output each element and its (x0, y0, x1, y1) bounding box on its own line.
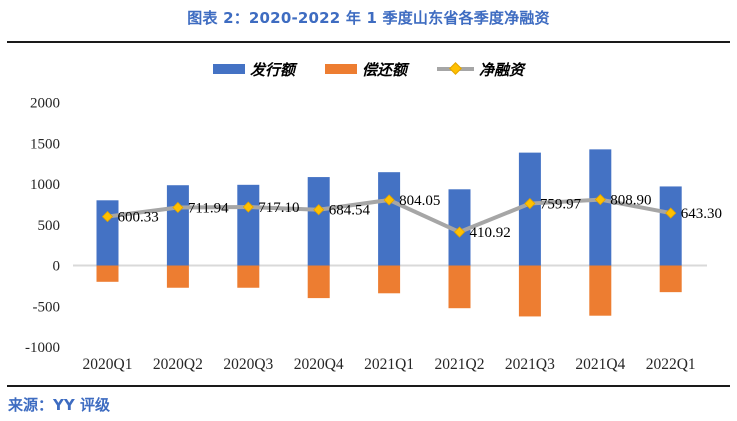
source-note: 来源：YY 评级 (8, 396, 110, 414)
net-marker-2021Q4 (594, 194, 606, 206)
legend-label-net: 净融资 (479, 60, 525, 79)
bar-repayment-2021Q1 (378, 265, 401, 294)
net-marker-2020Q1 (101, 211, 114, 223)
footer-divider-line (7, 385, 730, 387)
data-label-2021Q4: 808.90 (610, 193, 651, 209)
bar-issuance-2020Q4 (307, 177, 330, 266)
y-axis-tick-500: 500 (38, 218, 61, 234)
data-label-2020Q3: 717.10 (258, 200, 299, 216)
bar-repayment-2020Q2 (166, 265, 189, 288)
net-marker-2022Q1 (665, 207, 677, 219)
bar-issuance-2022Q1 (659, 186, 682, 266)
net-marker-2021Q1 (383, 194, 395, 206)
x-axis-label-2021Q1: 2021Q1 (364, 356, 414, 373)
bar-issuance-2020Q1 (96, 200, 119, 266)
y-axis-tick--1000: -1000 (25, 340, 60, 356)
bar-repayment-2021Q3 (518, 265, 541, 317)
bar-repayment-2021Q2 (448, 265, 471, 309)
bar-repayment-2020Q4 (307, 265, 330, 299)
repayment-swatch-icon (324, 64, 357, 74)
net-marker-2021Q3 (524, 197, 536, 210)
x-axis-label-2021Q2: 2021Q2 (435, 356, 485, 373)
bar-repayment-2021Q4 (589, 265, 612, 316)
x-axis-label-2021Q3: 2021Q3 (505, 356, 555, 373)
bar-issuance-2020Q3 (237, 184, 260, 266)
x-axis-label-2022Q1: 2022Q1 (646, 356, 696, 373)
y-axis-tick--500: -500 (33, 299, 61, 315)
bar-repayment-2020Q3 (237, 265, 260, 288)
net-line-icon (437, 62, 474, 75)
data-label-2020Q4: 684.54 (329, 203, 371, 219)
legend-item-net: 净融资 (437, 59, 524, 80)
chart-plot-area: 2000 1500 1000 500 0 -500 -1000 600.33 711.94 717… (25, 96, 722, 374)
bar-repayment-2020Q1 (96, 265, 119, 282)
title-divider-line (7, 41, 730, 43)
data-label-2021Q1: 804.05 (399, 193, 440, 209)
chart-title: 图表 2：2020-2022 年 1 季度山东省各季度净融资 (187, 9, 550, 27)
data-label-2020Q1: 600.33 (118, 210, 159, 226)
issuance-swatch-icon (212, 64, 245, 74)
bar-issuance-2021Q1 (378, 172, 401, 266)
bar-issuance-2021Q4 (589, 149, 612, 266)
x-axis-label-2020Q1: 2020Q1 (83, 356, 133, 373)
y-axis-tick-1500: 1500 (30, 136, 60, 152)
data-label-2020Q2: 711.94 (188, 200, 229, 216)
legend-label-repayment: 偿还额 (361, 60, 407, 79)
data-label-2021Q2: 410.92 (470, 225, 511, 241)
x-axis-label-2021Q4: 2021Q4 (575, 356, 625, 373)
y-axis-tick-0: 0 (53, 259, 61, 275)
net-marker-2020Q4 (313, 204, 325, 216)
net-marker-2020Q3 (242, 201, 254, 213)
legend-label-issuance: 发行额 (249, 60, 295, 79)
chart-legend: 发行额 偿还额 净融资 (0, 59, 737, 80)
y-axis-tick-1000: 1000 (30, 177, 60, 193)
legend-item-issuance: 发行额 (212, 59, 295, 80)
x-axis-label-2020Q4: 2020Q4 (294, 356, 344, 373)
x-axis-label-2020Q2: 2020Q2 (153, 356, 203, 373)
bar-repayment-2022Q1 (659, 265, 682, 293)
x-axis-label-2020Q3: 2020Q3 (223, 356, 273, 373)
data-label-2021Q3: 759.97 (540, 197, 582, 213)
bar-issuance-2020Q2 (166, 185, 189, 266)
y-axis-tick-2000: 2000 (30, 96, 60, 112)
data-label-2022Q1: 643.30 (681, 206, 722, 222)
legend-item-repayment: 偿还额 (324, 59, 407, 80)
net-marker-2021Q2 (453, 226, 466, 238)
net-marker-2020Q2 (172, 201, 184, 214)
